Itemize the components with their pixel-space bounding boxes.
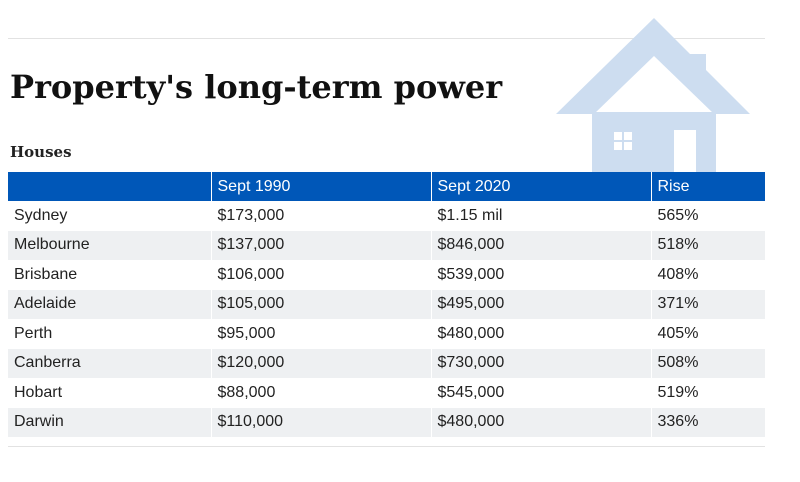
price-1990-cell: $173,000 bbox=[210, 201, 431, 231]
table-row: Sydney $173,000 $1.15 mil 565% bbox=[8, 201, 765, 231]
table-row: Adelaide $105,000 $495,000 371% bbox=[8, 289, 765, 319]
table-row: Canberra $120,000 $730,000 508% bbox=[8, 348, 765, 378]
price-1990-cell: $95,000 bbox=[210, 319, 431, 349]
table-row: Perth $95,000 $480,000 405% bbox=[8, 319, 765, 349]
city-cell: Perth bbox=[8, 319, 211, 349]
price-1990-cell: $88,000 bbox=[210, 378, 431, 408]
bottom-divider bbox=[8, 446, 765, 447]
price-1990-cell: $106,000 bbox=[210, 260, 431, 290]
header-city bbox=[8, 172, 211, 201]
city-cell: Hobart bbox=[8, 378, 211, 408]
rise-cell: 405% bbox=[650, 319, 765, 349]
rise-cell: 371% bbox=[650, 289, 765, 319]
price-1990-cell: $137,000 bbox=[210, 230, 431, 260]
price-2020-cell: $539,000 bbox=[430, 260, 651, 290]
header-rise: Rise bbox=[650, 172, 765, 201]
price-2020-cell: $480,000 bbox=[430, 319, 651, 349]
price-1990-cell: $105,000 bbox=[210, 289, 431, 319]
price-2020-cell: $730,000 bbox=[430, 348, 651, 378]
rise-cell: 408% bbox=[650, 260, 765, 290]
table-subtitle: Houses bbox=[10, 143, 72, 161]
house-icon bbox=[556, 18, 750, 172]
city-cell: Adelaide bbox=[8, 289, 211, 319]
price-1990-cell: $120,000 bbox=[210, 348, 431, 378]
price-2020-cell: $846,000 bbox=[430, 230, 651, 260]
city-cell: Melbourne bbox=[8, 230, 211, 260]
rise-cell: 565% bbox=[650, 201, 765, 231]
table-row: Brisbane $106,000 $539,000 408% bbox=[8, 260, 765, 290]
table-row: Darwin $110,000 $480,000 336% bbox=[8, 407, 765, 437]
rise-cell: 519% bbox=[650, 378, 765, 408]
price-2020-cell: $1.15 mil bbox=[430, 201, 651, 231]
header-sept-1990: Sept 1990 bbox=[210, 172, 431, 201]
city-cell: Brisbane bbox=[8, 260, 211, 290]
table-header-row: Sept 1990 Sept 2020 Rise bbox=[8, 172, 765, 201]
table-row: Melbourne $137,000 $846,000 518% bbox=[8, 230, 765, 260]
price-1990-cell: $110,000 bbox=[210, 407, 431, 437]
price-2020-cell: $545,000 bbox=[430, 378, 651, 408]
rise-cell: 336% bbox=[650, 407, 765, 437]
rise-cell: 518% bbox=[650, 230, 765, 260]
rise-cell: 508% bbox=[650, 348, 765, 378]
city-cell: Darwin bbox=[8, 407, 211, 437]
price-table: Sept 1990 Sept 2020 Rise Sydney $173,000… bbox=[8, 172, 765, 437]
top-divider bbox=[8, 38, 765, 39]
header-sept-2020: Sept 2020 bbox=[430, 172, 651, 201]
city-cell: Canberra bbox=[8, 348, 211, 378]
page-title: Property's long-term power bbox=[10, 68, 503, 106]
price-2020-cell: $495,000 bbox=[430, 289, 651, 319]
price-2020-cell: $480,000 bbox=[430, 407, 651, 437]
city-cell: Sydney bbox=[8, 201, 211, 231]
table-row: Hobart $88,000 $545,000 519% bbox=[8, 378, 765, 408]
